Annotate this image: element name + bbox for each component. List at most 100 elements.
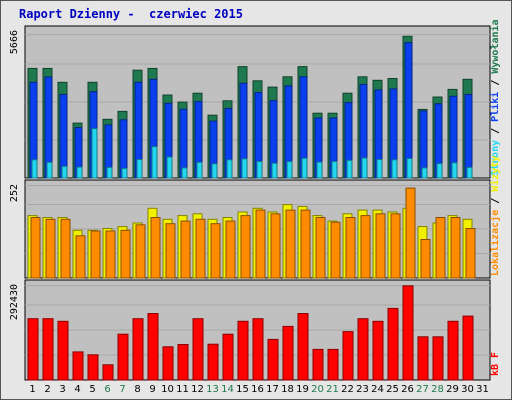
bar-kbytes-s0-day1 xyxy=(27,318,39,381)
day-label-16: 16 xyxy=(251,384,264,395)
bar-visits-sites-s1-day30 xyxy=(465,228,476,279)
bar-visits-sites-s1-day18 xyxy=(285,209,296,279)
bar-hits-files-pages-s2-day24 xyxy=(376,159,383,179)
day-label-18: 18 xyxy=(281,384,294,395)
bar-kbytes-s0-day29 xyxy=(447,320,459,381)
bar-hits-files-pages-s2-day30 xyxy=(466,166,473,179)
bar-hits-files-pages-s2-day9 xyxy=(151,146,158,179)
day-label-29: 29 xyxy=(446,384,459,395)
bar-kbytes-s0-day7 xyxy=(117,333,129,381)
day-label-12: 12 xyxy=(191,384,204,395)
day-label-10: 10 xyxy=(161,384,174,395)
bar-visits-sites-s1-day23 xyxy=(360,215,371,279)
bar-kbytes-s0-day15 xyxy=(237,320,249,381)
bar-kbytes-s0-day9 xyxy=(147,313,159,381)
bar-visits-sites-s1-day9 xyxy=(150,217,161,279)
bar-kbytes-s0-day19 xyxy=(297,313,309,381)
legend-separator: / xyxy=(490,192,501,210)
legend-separator: / xyxy=(490,74,501,92)
bar-hits-files-pages-s2-day6 xyxy=(106,166,113,179)
bar-hits-files-pages-s2-day2 xyxy=(46,161,53,179)
legend-entry: Wywołania xyxy=(489,19,501,73)
bar-hits-files-pages-s2-day18 xyxy=(286,161,293,179)
bar-visits-sites-s1-day29 xyxy=(450,217,461,279)
day-label-2: 2 xyxy=(44,384,50,395)
bar-visits-sites-s1-day8 xyxy=(135,224,146,279)
day-label-5: 5 xyxy=(89,384,95,395)
bar-hits-files-pages-s2-day26 xyxy=(406,158,413,179)
day-label-17: 17 xyxy=(266,384,279,395)
bar-visits-sites-s1-day5 xyxy=(90,230,101,279)
day-label-6: 6 xyxy=(104,384,110,395)
legend-entry: kB F xyxy=(490,352,501,376)
bar-hits-files-pages-s2-day3 xyxy=(61,165,68,179)
day-label-1: 1 xyxy=(29,384,35,395)
day-label-19: 19 xyxy=(296,384,309,395)
bar-hits-files-pages-s2-day8 xyxy=(136,159,143,179)
bar-kbytes-s0-day30 xyxy=(462,315,474,381)
bar-hits-files-pages-s2-day4 xyxy=(76,166,83,179)
bar-hits-files-pages-s2-day25 xyxy=(391,159,398,179)
bar-hits-files-pages-s2-day12 xyxy=(196,161,203,179)
bar-hits-files-pages-s1-day3 xyxy=(59,94,68,179)
bar-visits-sites-s1-day19 xyxy=(300,209,311,279)
bar-visits-sites-s1-day21 xyxy=(330,221,341,279)
day-label-4: 4 xyxy=(74,384,80,395)
day-label-3: 3 xyxy=(59,384,65,395)
bar-visits-sites-s1-day20 xyxy=(315,217,326,279)
bar-hits-files-pages-s2-day27 xyxy=(421,167,428,179)
bar-kbytes-s0-day18 xyxy=(282,325,294,381)
bar-visits-sites-s1-day17 xyxy=(270,213,281,279)
bar-visits-sites-s1-day10 xyxy=(165,223,176,279)
bar-kbytes-s0-day3 xyxy=(57,320,69,381)
day-label-25: 25 xyxy=(386,384,399,395)
bar-hits-files-pages-s2-day1 xyxy=(31,159,38,179)
day-label-14: 14 xyxy=(221,384,234,395)
day-label-28: 28 xyxy=(431,384,444,395)
bar-visits-sites-s1-day7 xyxy=(120,229,131,279)
bar-visits-sites-s1-day28 xyxy=(435,217,446,279)
bar-visits-sites-s1-day25 xyxy=(390,213,401,279)
legend-entry: Wizyty xyxy=(489,156,501,192)
bar-kbytes-s0-day23 xyxy=(357,318,369,381)
bar-kbytes-s0-day5 xyxy=(87,354,99,381)
day-label-26: 26 xyxy=(401,384,414,395)
bar-hits-files-pages-s2-day13 xyxy=(211,163,218,179)
bar-visits-sites-s1-day11 xyxy=(180,220,191,279)
bar-kbytes-s0-day4 xyxy=(72,351,84,381)
day-label-27: 27 xyxy=(416,384,429,395)
bar-kbytes-s0-day27 xyxy=(417,336,429,381)
bar-kbytes-s0-day25 xyxy=(387,307,399,381)
bar-kbytes-s0-day11 xyxy=(177,344,189,381)
bar-visits-sites-s1-day26 xyxy=(405,187,416,279)
bar-visits-sites-s1-day1 xyxy=(30,217,41,279)
bar-hits-files-pages-s2-day23 xyxy=(361,157,368,179)
day-label-11: 11 xyxy=(176,384,189,395)
bar-hits-files-pages-s2-day16 xyxy=(256,161,263,179)
bar-kbytes-s0-day2 xyxy=(42,318,54,381)
bar-kbytes-s0-day26 xyxy=(402,285,414,381)
bar-hits-files-pages-s2-day11 xyxy=(181,167,188,179)
day-label-13: 13 xyxy=(206,384,219,395)
bar-hits-files-pages-s2-day5 xyxy=(91,128,98,179)
legend-entry: Lokalizacje xyxy=(489,210,501,276)
legend-visits-sites: Lokalizacje / Wizyty xyxy=(489,156,501,276)
bar-visits-sites-s1-day15 xyxy=(240,215,251,279)
bar-kbytes-s0-day16 xyxy=(252,318,264,381)
day-label-15: 15 xyxy=(236,384,249,395)
bar-visits-sites-s1-day4 xyxy=(75,235,86,279)
y-max-label: 252 xyxy=(9,184,20,202)
bar-visits-sites-s1-day12 xyxy=(195,218,206,279)
bar-visits-sites-s1-day3 xyxy=(60,218,71,279)
bar-kbytes-s0-day28 xyxy=(432,336,444,381)
bar-hits-files-pages-s2-day21 xyxy=(331,161,338,179)
bar-kbytes-s0-day6 xyxy=(102,364,114,381)
bar-kbytes-s0-day12 xyxy=(192,318,204,381)
bar-kbytes-s0-day17 xyxy=(267,338,279,381)
day-label-31: 31 xyxy=(476,384,489,395)
bar-hits-files-pages-s2-day28 xyxy=(436,163,443,179)
bar-visits-sites-s1-day6 xyxy=(105,230,116,279)
bar-visits-sites-s1-day24 xyxy=(375,213,386,279)
bar-hits-files-pages-s2-day15 xyxy=(241,158,248,179)
